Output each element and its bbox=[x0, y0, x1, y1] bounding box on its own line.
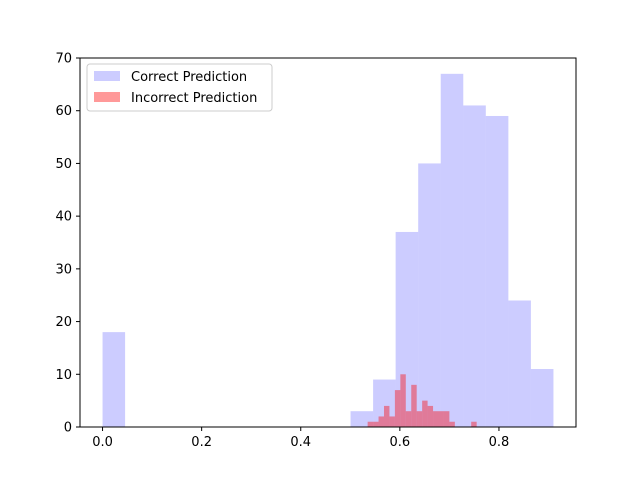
legend-frame bbox=[86, 63, 273, 112]
x-tick-label: 0.0 bbox=[92, 435, 113, 450]
y-tick-label: 40 bbox=[55, 210, 72, 225]
axes-frame bbox=[79, 57, 577, 428]
histogram-bar-incorrect-9 bbox=[416, 411, 423, 427]
histogram-bar-incorrect-6 bbox=[400, 374, 406, 427]
bars-layer bbox=[102, 73, 554, 428]
x-tick-label: 0.6 bbox=[390, 435, 411, 450]
y-tick-label: 70 bbox=[55, 52, 72, 67]
x-tick-label: 0.8 bbox=[489, 435, 510, 450]
x-tick-label: 0.4 bbox=[290, 435, 311, 450]
histogram-bar-correct-13 bbox=[395, 231, 419, 427]
x-tick-label: 0.2 bbox=[191, 435, 212, 450]
histogram-bar-correct-15 bbox=[440, 73, 464, 428]
y-tick-label: 50 bbox=[55, 157, 72, 172]
histogram-bar-incorrect-8 bbox=[411, 384, 417, 427]
legend: Correct Prediction Incorrect Prediction bbox=[86, 63, 273, 112]
histogram-bar-correct-16 bbox=[463, 105, 486, 427]
histogram-bar-correct-18 bbox=[508, 300, 531, 427]
histogram-bar-correct-11 bbox=[350, 411, 374, 427]
histogram-bar-incorrect-15 bbox=[449, 421, 455, 427]
x-axis-ticks: 0.0 0.2 0.4 0.6 0.8 bbox=[92, 427, 509, 450]
histogram-bar-incorrect-2 bbox=[378, 416, 384, 427]
histogram-bar-incorrect-14 bbox=[443, 411, 450, 427]
y-tick-label: 20 bbox=[55, 315, 72, 330]
histogram-bar-correct-19 bbox=[530, 369, 554, 427]
histogram-bar-incorrect-10 bbox=[422, 400, 428, 427]
y-tick-label: 30 bbox=[55, 262, 72, 277]
legend-label-correct: Correct Prediction bbox=[131, 70, 247, 85]
histogram-bar-correct-17 bbox=[485, 115, 509, 427]
y-tick-label: 60 bbox=[55, 104, 72, 119]
histogram-bar-correct-12 bbox=[373, 379, 396, 427]
y-tick-label: 0 bbox=[64, 421, 72, 436]
histogram-bar-incorrect-11 bbox=[427, 405, 434, 427]
legend-swatch-incorrect bbox=[94, 92, 120, 102]
histogram-bar-incorrect-0 bbox=[367, 421, 374, 427]
histogram-bar-incorrect-19 bbox=[471, 421, 477, 427]
legend-swatch-correct bbox=[94, 71, 120, 81]
histogram-bar-incorrect-5 bbox=[394, 390, 401, 427]
histogram-bar-incorrect-1 bbox=[373, 421, 379, 427]
histogram-bar-correct-0 bbox=[102, 332, 126, 427]
histogram-bar-incorrect-7 bbox=[405, 411, 412, 427]
histogram-bar-correct-14 bbox=[418, 163, 441, 427]
legend-label-incorrect: Incorrect Prediction bbox=[131, 91, 257, 106]
y-tick-label: 10 bbox=[55, 368, 72, 383]
histogram-bar-incorrect-13 bbox=[438, 411, 444, 427]
histogram-bar-incorrect-4 bbox=[389, 416, 395, 427]
histogram-bar-incorrect-3 bbox=[383, 405, 390, 427]
histogram-bar-incorrect-12 bbox=[433, 411, 439, 427]
y-axis-ticks: 0 10 20 30 40 50 60 70 bbox=[55, 52, 80, 436]
